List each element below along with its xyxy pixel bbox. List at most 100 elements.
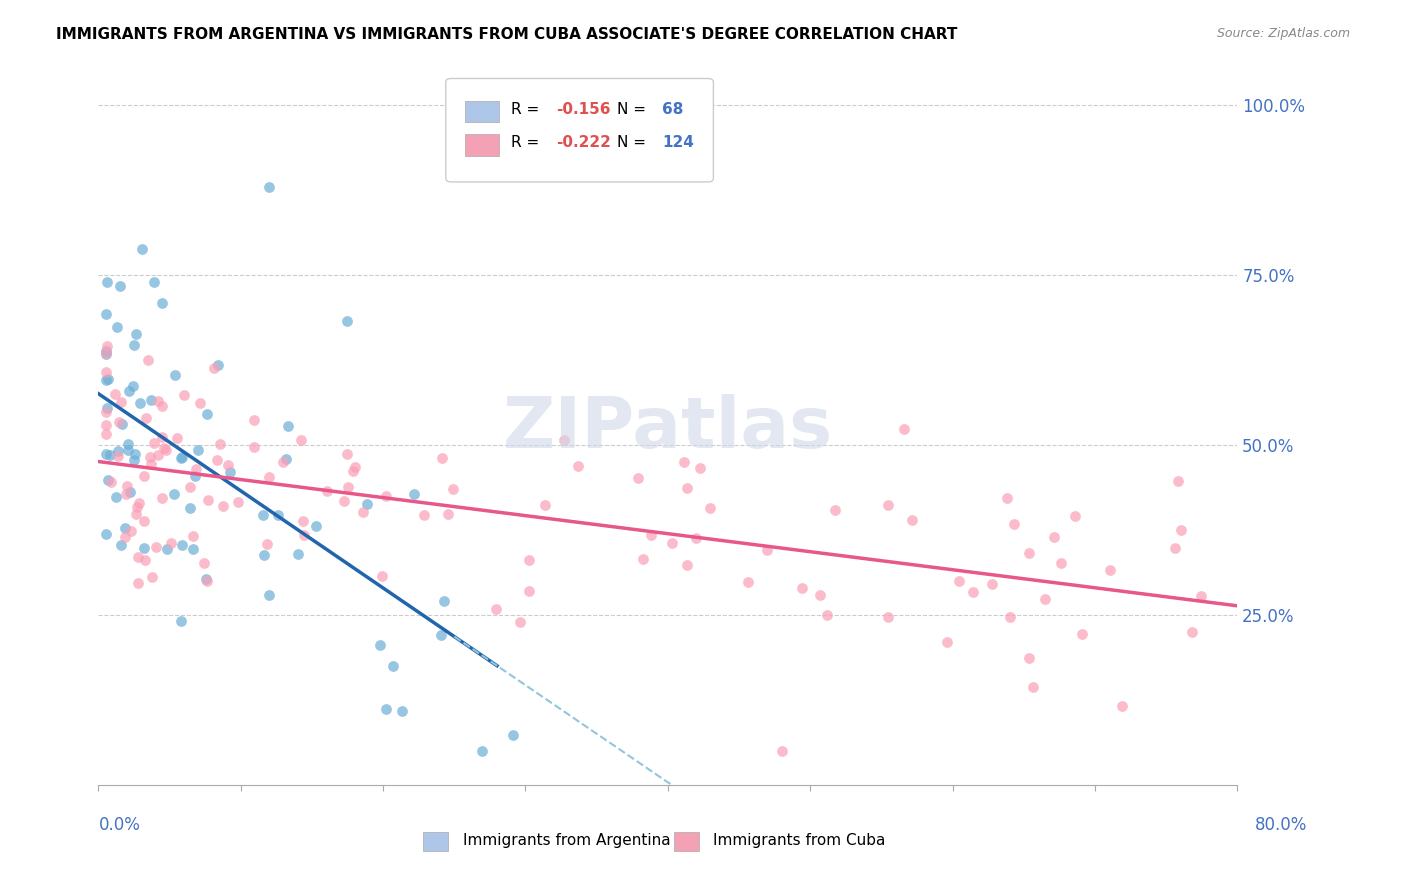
Point — [197, 492, 219, 507]
Point — [134, 552, 156, 566]
Point — [626, 471, 648, 485]
Point — [94, 347, 117, 361]
Point — [122, 338, 145, 352]
Point — [1063, 509, 1085, 524]
Text: N =: N = — [617, 136, 651, 150]
Point — [114, 521, 136, 535]
Point — [1018, 651, 1040, 665]
Point — [995, 491, 1018, 505]
Point — [277, 419, 299, 434]
Point — [368, 638, 391, 652]
Point — [205, 453, 228, 467]
Point — [305, 518, 328, 533]
Point — [517, 553, 540, 567]
Point — [94, 345, 117, 359]
Point — [120, 524, 142, 539]
Point — [115, 486, 138, 500]
Point — [136, 352, 159, 367]
Point — [219, 465, 242, 479]
Point — [1018, 546, 1040, 560]
Point — [430, 628, 453, 642]
Point — [184, 462, 207, 476]
Point — [94, 526, 117, 541]
Point — [97, 371, 120, 385]
Point — [259, 180, 281, 194]
Point — [96, 275, 118, 289]
Point — [124, 447, 146, 461]
Point — [141, 392, 163, 407]
Point — [170, 450, 193, 464]
Point — [145, 541, 167, 555]
Point — [162, 487, 184, 501]
Point — [1170, 523, 1192, 537]
Point — [98, 448, 121, 462]
Point — [371, 569, 394, 583]
Point — [170, 451, 193, 466]
Point — [150, 491, 173, 505]
Point — [640, 528, 662, 542]
Point — [110, 538, 132, 552]
Text: 68: 68 — [662, 102, 683, 117]
Point — [998, 610, 1021, 624]
Point — [134, 541, 156, 556]
Point — [141, 570, 163, 584]
Point — [689, 461, 711, 475]
FancyBboxPatch shape — [465, 134, 499, 155]
Point — [181, 529, 204, 543]
Point — [107, 449, 129, 463]
Point — [108, 279, 131, 293]
Point — [441, 483, 464, 497]
Point — [336, 314, 359, 328]
Text: R =: R = — [510, 102, 544, 117]
Point — [165, 368, 187, 382]
Text: IMMIGRANTS FROM ARGENTINA VS IMMIGRANTS FROM CUBA ASSOCIATE'S DEGREE CORRELATION: IMMIGRANTS FROM ARGENTINA VS IMMIGRANTS … — [56, 27, 957, 42]
Point — [274, 452, 297, 467]
Point — [980, 576, 1002, 591]
Point — [402, 487, 425, 501]
FancyBboxPatch shape — [423, 832, 449, 851]
Point — [509, 615, 531, 630]
Point — [132, 469, 155, 483]
Point — [104, 490, 127, 504]
Point — [111, 417, 134, 431]
Point — [129, 395, 152, 409]
Point — [194, 572, 217, 586]
Point — [257, 469, 280, 483]
Point — [1181, 624, 1204, 639]
Point — [117, 479, 139, 493]
Point — [212, 499, 235, 513]
Point — [135, 411, 157, 425]
Point — [127, 500, 149, 514]
Point — [97, 473, 120, 487]
Point — [121, 379, 143, 393]
Text: -0.156: -0.156 — [557, 102, 610, 117]
Point — [413, 508, 436, 523]
Point — [114, 530, 136, 544]
Point — [342, 464, 364, 478]
Point — [150, 400, 173, 414]
Point — [485, 602, 508, 616]
Point — [156, 542, 179, 557]
Point — [259, 588, 281, 602]
Point — [108, 415, 131, 429]
Point — [685, 531, 707, 545]
Point — [336, 447, 359, 461]
Text: Source: ZipAtlas.com: Source: ZipAtlas.com — [1216, 27, 1350, 40]
Point — [124, 507, 146, 521]
Point — [1070, 626, 1092, 640]
Point — [936, 635, 959, 649]
Point — [96, 401, 118, 416]
Point — [243, 440, 266, 454]
Point — [170, 539, 193, 553]
Point — [139, 450, 162, 464]
Point — [217, 458, 239, 472]
Point — [150, 295, 173, 310]
Point — [127, 575, 149, 590]
Point — [815, 608, 838, 623]
Point — [948, 574, 970, 588]
Point — [893, 422, 915, 436]
Point — [433, 594, 456, 608]
Point — [139, 457, 162, 471]
Point — [1111, 699, 1133, 714]
Point — [1035, 591, 1057, 606]
